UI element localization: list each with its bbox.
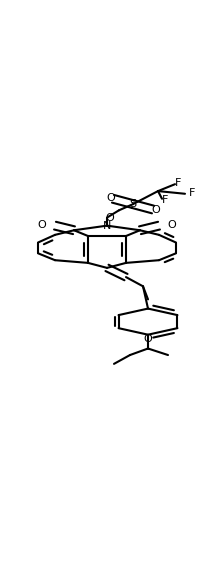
Text: F: F bbox=[162, 195, 168, 205]
Text: O: O bbox=[106, 213, 114, 222]
Text: F: F bbox=[175, 178, 181, 189]
Text: O: O bbox=[168, 220, 176, 230]
Text: O: O bbox=[38, 220, 46, 230]
Text: S: S bbox=[129, 199, 137, 209]
Text: F: F bbox=[189, 187, 195, 198]
Text: N: N bbox=[103, 221, 111, 231]
Text: O: O bbox=[107, 193, 115, 203]
Text: O: O bbox=[144, 334, 152, 344]
Text: O: O bbox=[152, 205, 160, 214]
